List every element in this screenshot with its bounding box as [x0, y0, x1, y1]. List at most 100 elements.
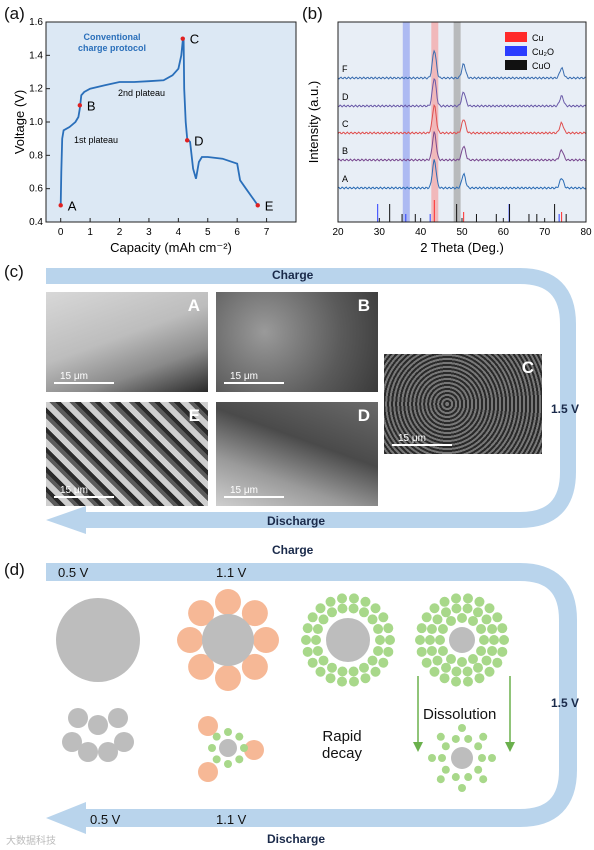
panel-label-a: (a): [4, 4, 25, 23]
y-tick-label: 0.6: [29, 184, 43, 195]
oxide-shell-particle: [177, 627, 203, 653]
x-tick-label: 5: [205, 227, 211, 238]
dissolved-dot: [224, 728, 232, 736]
dissolved-shell-dot: [373, 645, 384, 656]
dissolved-shell-dot: [421, 657, 432, 668]
xrd-series-label-b: B: [342, 146, 348, 156]
sem-image-e: E 15 μm: [46, 402, 208, 506]
dissolved-shell-dot: [373, 624, 384, 635]
legend-label-1: Cu₂O: [532, 47, 554, 57]
panel-d-top-v2: 1.1 V: [216, 565, 247, 580]
x-tick-label: 3: [146, 227, 152, 238]
dissolved-dot: [224, 760, 232, 768]
dissolved-shell-dot: [481, 614, 492, 625]
xrd-x-tick-label: 70: [539, 227, 551, 238]
dissolved-shell-dot: [360, 596, 371, 607]
dissolved-dot: [212, 732, 221, 741]
small-copper-particle: [98, 742, 118, 762]
sem-image-b: B 15 μm: [216, 292, 378, 392]
dissolved-shell-dot: [359, 607, 369, 618]
dissolved-shell-dot: [487, 624, 498, 635]
xrd-x-tick-label: 20: [332, 227, 344, 238]
dissolved-shell-dot: [370, 666, 381, 677]
xrd-series-label-f: F: [342, 64, 348, 74]
dissolved-dot: [436, 732, 445, 741]
dissolved-shell-dot: [462, 593, 473, 604]
dissolved-shell-dot: [367, 614, 378, 625]
point-marker-b: [77, 103, 83, 108]
y-tick-label: 1.4: [29, 50, 43, 61]
sem-scalebar-e: [54, 496, 114, 498]
dissolved-shell-dot: [370, 603, 381, 614]
dissolved-shell-dot: [337, 666, 348, 677]
dissolved-shell-dot: [446, 654, 456, 665]
sem-scale-e: 15 μm: [60, 485, 88, 496]
chart-a-ylabel: Voltage (V): [12, 90, 27, 154]
dissolved-shell-dot: [457, 613, 467, 623]
dissolved-dot: [441, 765, 450, 774]
voltage-curve: [59, 38, 259, 206]
point-marker-a: [58, 203, 63, 208]
dissolved-shell-dot: [307, 657, 318, 668]
copper-core-particle: [219, 739, 237, 757]
dissolved-shell-dot: [481, 655, 492, 666]
dissolved-shell-dot: [476, 646, 487, 656]
panel-d-flow-arrow: [46, 563, 577, 834]
watermark: 大数据科技: [6, 836, 56, 847]
dissolved-shell-dot: [311, 635, 321, 645]
dissolved-shell-dot: [432, 614, 443, 625]
rapid-decay-label: Rapid decay: [322, 728, 363, 762]
y-tick-label: 1.2: [29, 84, 43, 95]
point-marker-d: [184, 138, 190, 143]
dissolved-dot: [208, 744, 216, 752]
chart-a-xlabel: Capacity (mAh cm⁻²): [110, 240, 232, 255]
dissolved-shell-dot: [318, 655, 329, 666]
legend-label-2: CuO: [532, 61, 551, 71]
panel-label-c: (c): [4, 262, 24, 281]
point-marker-e: [255, 203, 260, 208]
dissolved-shell-dot: [378, 657, 389, 668]
copper-core-particle: [326, 618, 370, 662]
dissolved-shell-dot: [429, 603, 440, 614]
oxide-shell-particle: [241, 600, 268, 627]
dissolved-shell-dot: [462, 603, 473, 614]
dissolved-dot: [488, 754, 496, 762]
dissolved-dot: [479, 775, 488, 784]
copper-core-particle: [449, 627, 475, 653]
dissolved-shell-dot: [484, 666, 495, 677]
dissolved-shell-dot: [497, 646, 508, 657]
chart-b-xlabel: 2 Theta (Deg.): [420, 240, 504, 255]
small-copper-particle: [114, 732, 134, 752]
dissolved-shell-dot: [487, 645, 498, 656]
dissolved-shell-dot: [446, 615, 456, 626]
point-label-a: A: [68, 198, 77, 213]
sem-scale-c: 15 μm: [398, 433, 426, 444]
dissolved-shell-dot: [385, 635, 395, 645]
dissolved-shell-dot: [451, 593, 462, 604]
dissolved-shell-dot: [421, 612, 432, 623]
dissolved-shell-dot: [337, 603, 348, 614]
dissolved-shell-dot: [325, 673, 336, 684]
dissolved-dot: [436, 775, 445, 784]
panel-d-charge-label: Charge: [272, 543, 314, 557]
xrd-series-label-a: A: [342, 174, 348, 184]
dissolved-shell-dot: [492, 612, 503, 623]
small-copper-particle: [78, 742, 98, 762]
dissolved-dot: [240, 744, 248, 752]
dissolved-shell-dot: [315, 603, 326, 614]
xrd-x-tick-label: 60: [498, 227, 510, 238]
dissolved-dot: [438, 754, 446, 762]
xrd-series-label-c: C: [342, 119, 349, 129]
oxide-shell-particle: [253, 627, 279, 653]
dissolved-shell-dot: [476, 624, 487, 634]
dissolved-shell-dot: [337, 593, 348, 604]
dissolved-shell-dot: [325, 596, 336, 607]
dissolved-shell-dot: [489, 635, 499, 645]
legend-swatch-0: [505, 32, 527, 42]
band-cuo: [402, 22, 410, 222]
dissolved-shell-dot: [312, 645, 323, 656]
oxide-shell-particle: [215, 589, 241, 615]
dissolved-dot: [478, 754, 486, 762]
dissolution-arrowhead-right: [505, 742, 515, 752]
panel-label-b: (b): [302, 4, 323, 23]
